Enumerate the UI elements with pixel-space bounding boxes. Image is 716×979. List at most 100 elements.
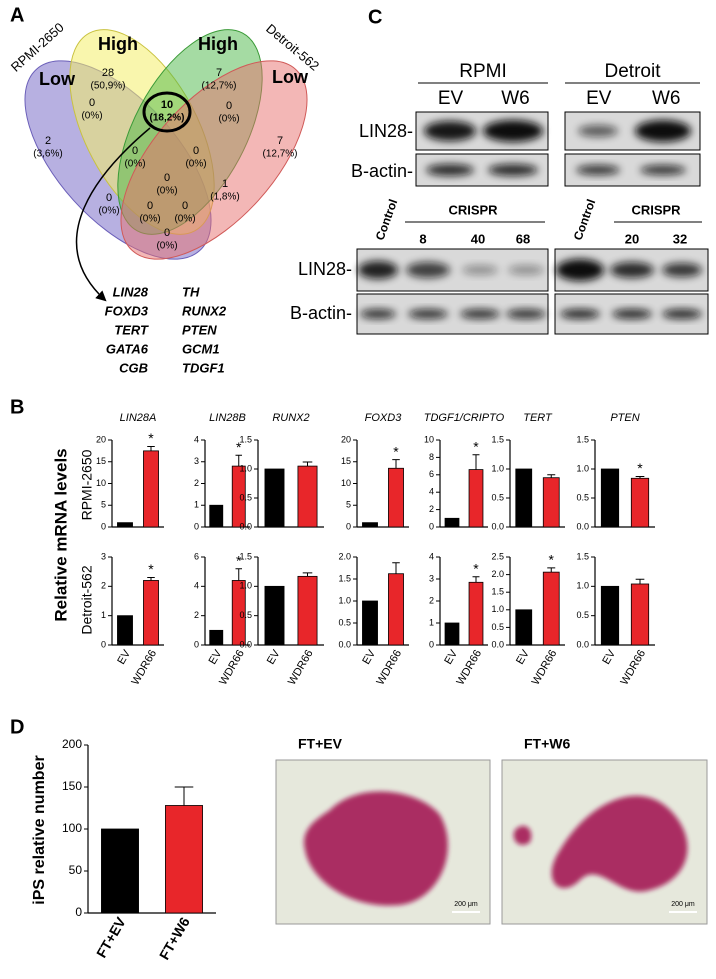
significance: * [473, 561, 479, 577]
bar [542, 571, 560, 646]
y-tick-label: 1.5 [338, 573, 351, 583]
x-tick-label: FT+EV [93, 914, 129, 961]
band [578, 125, 618, 137]
y-tick-label: 2.0 [338, 551, 351, 561]
y-tick-label: 0 [101, 521, 106, 531]
y-tick-label: 4 [429, 487, 434, 497]
band [406, 262, 450, 278]
lane-label: W6 [652, 88, 681, 109]
y-tick-label: 3 [101, 551, 106, 561]
region-percent: (1,8%) [210, 192, 239, 203]
significance: * [236, 552, 242, 568]
y-tick-label: 1.5 [239, 434, 252, 444]
error-bar [147, 446, 155, 451]
y-tick-label: 0.5 [491, 622, 504, 632]
bar [388, 573, 404, 646]
y-tick-label: 0.5 [576, 610, 589, 620]
region-count: 7 [216, 67, 222, 79]
y-tick-label: 3 [194, 456, 199, 466]
group-label: CRISPR [448, 202, 498, 217]
y-tick-label: 3 [429, 573, 434, 583]
group-label: RPMI [459, 61, 507, 82]
band [408, 309, 448, 319]
colony [304, 791, 448, 906]
y-tick-label: 10 [96, 478, 106, 488]
y-tick-label: 2 [194, 478, 199, 488]
set-label: Low [39, 69, 76, 89]
region-count: 0 [193, 145, 199, 157]
bar [297, 575, 318, 646]
bar [165, 805, 203, 914]
y-tick-label: 5 [346, 500, 351, 510]
y-tick-label: 0.0 [239, 639, 252, 649]
significance: * [393, 443, 399, 459]
region-percent: (0%) [124, 159, 145, 170]
band [460, 309, 500, 319]
x-tick-label: WDR66 [129, 648, 159, 687]
gene: TH [182, 284, 200, 299]
y-tick-label: 0.0 [239, 521, 252, 531]
bar [362, 600, 378, 646]
y-tick-label: 1.5 [239, 551, 252, 561]
bar [362, 522, 378, 528]
region-count: 0 [132, 145, 138, 157]
y-tick-label: 1.0 [239, 581, 252, 591]
lane-label: EV [586, 88, 612, 109]
y-tick-label: 5 [101, 500, 106, 510]
y-tick-label: 50 [69, 863, 83, 877]
y-tick-label: 2 [101, 581, 106, 591]
y-tick-label: 0.5 [576, 492, 589, 502]
error-bar [472, 576, 480, 583]
gene: TERT [114, 322, 149, 337]
y-tick-label: 1.5 [576, 434, 589, 444]
y-axis-label: iPS relative number [31, 755, 48, 904]
region-percent: (50,9%) [90, 81, 125, 92]
y-axis-label: Relative mRNA levels [51, 448, 70, 621]
region-percent: (0%) [98, 206, 119, 217]
region-percent: (12,7%) [262, 149, 297, 160]
bar [630, 583, 650, 646]
y-tick-label: 4 [194, 434, 199, 444]
control-label: Control [571, 197, 599, 242]
gene: CGB [119, 360, 148, 375]
bar [388, 467, 404, 528]
y-tick-label: 0.0 [338, 639, 351, 649]
y-tick-label: 100 [62, 821, 82, 835]
panel-label: D [10, 716, 24, 738]
error-bar [635, 578, 645, 584]
error-bar [392, 562, 400, 574]
error-bar [235, 454, 243, 467]
y-tick-label: 1.0 [576, 581, 589, 591]
error-bar [547, 474, 556, 478]
row-label: RPMI-2650 [79, 449, 95, 520]
band [424, 121, 476, 141]
bar [264, 468, 285, 528]
x-tick-label: EV [207, 647, 225, 666]
y-tick-label: 10 [341, 478, 351, 488]
y-tick-label: 1.0 [491, 463, 504, 473]
band [508, 265, 544, 275]
significance: * [637, 460, 643, 476]
row-label: LIN28- [298, 259, 352, 279]
band [560, 309, 600, 319]
y-tick-label: 6 [194, 551, 199, 561]
y-tick-label: 1.5 [491, 434, 504, 444]
y-tick-label: 1 [101, 610, 106, 620]
gene: GATA6 [106, 341, 149, 356]
y-tick-label: 4 [194, 581, 199, 591]
chart-title: RUNX2 [272, 412, 309, 424]
chart-title: TERT [523, 412, 553, 424]
y-tick-label: 1.0 [576, 463, 589, 473]
bar [101, 828, 139, 914]
lane-label: W6 [501, 88, 530, 109]
y-tick-label: 4 [429, 551, 434, 561]
y-tick-label: 2 [194, 610, 199, 620]
region-count: 28 [102, 67, 114, 79]
band [610, 262, 654, 278]
y-tick-label: 0.0 [576, 639, 589, 649]
lane-label: 40 [471, 231, 485, 246]
gene: RUNX2 [182, 303, 227, 318]
x-tick-label: WDR66 [286, 648, 316, 687]
y-tick-label: 0 [194, 521, 199, 531]
x-tick-label: EV [265, 647, 283, 666]
